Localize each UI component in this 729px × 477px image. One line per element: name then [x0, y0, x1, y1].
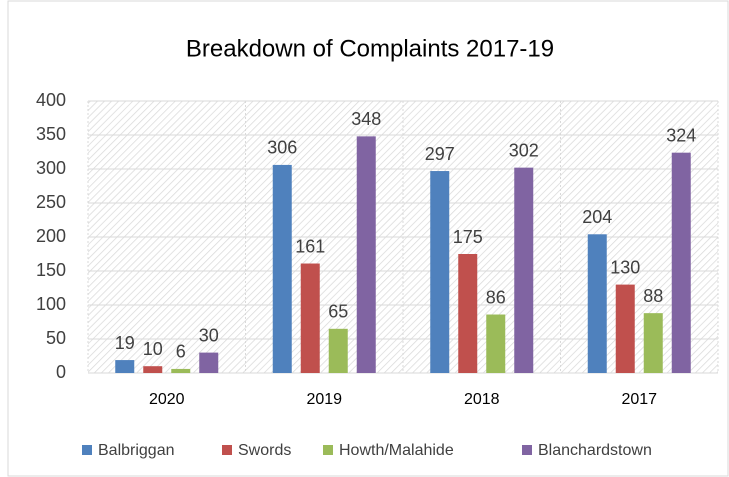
chart-border [7, 0, 729, 477]
bar [486, 314, 506, 373]
bar [587, 234, 607, 373]
legend-label: Balbriggan [98, 442, 175, 459]
legend-swatch [323, 445, 333, 455]
y-tick-label: 350 [36, 124, 66, 144]
data-label: 65 [328, 302, 348, 322]
data-label: 19 [115, 333, 135, 353]
legend-swatch [522, 445, 532, 455]
data-label: 302 [509, 140, 539, 160]
bar [143, 366, 163, 373]
y-tick-label: 250 [36, 192, 66, 212]
data-label: 297 [425, 144, 455, 164]
bar [458, 254, 478, 373]
bar [615, 284, 635, 373]
data-label: 324 [666, 125, 696, 145]
bar [272, 164, 292, 373]
legend-label: Howth/Malahide [339, 442, 454, 459]
data-label: 306 [267, 138, 297, 158]
bar [300, 263, 320, 373]
x-tick-label: 2018 [464, 391, 500, 408]
bar [514, 167, 534, 373]
data-label: 130 [610, 257, 640, 277]
bar [643, 313, 663, 373]
x-tick-label: 2019 [306, 391, 342, 408]
bar [356, 136, 376, 373]
bar [671, 152, 691, 373]
data-label: 6 [176, 342, 186, 362]
y-tick-label: 400 [36, 90, 66, 110]
legend-swatch [82, 445, 92, 455]
bar [171, 368, 191, 373]
x-tick-label: 2020 [149, 391, 185, 408]
data-label: 30 [199, 325, 219, 345]
data-label: 86 [486, 287, 506, 307]
legend-label: Blanchardstown [538, 442, 652, 459]
bar [328, 328, 348, 373]
data-label: 10 [143, 339, 163, 359]
x-tick-label: 2017 [621, 391, 657, 408]
bar [199, 352, 219, 373]
bar [115, 360, 135, 373]
data-label: 175 [453, 227, 483, 247]
data-label: 348 [351, 109, 381, 129]
legend-label: Swords [238, 442, 291, 459]
data-label: 88 [643, 286, 663, 306]
legend-swatch [222, 445, 232, 455]
y-tick-label: 300 [36, 158, 66, 178]
y-tick-label: 200 [36, 226, 66, 246]
y-tick-label: 50 [46, 328, 66, 348]
data-label: 161 [295, 236, 325, 256]
data-label: 204 [582, 207, 612, 227]
chart-title: Breakdown of Complaints 2017-19 [186, 35, 554, 62]
y-tick-label: 100 [36, 294, 66, 314]
y-tick-label: 150 [36, 260, 66, 280]
y-tick-label: 0 [56, 362, 66, 382]
bar [430, 171, 450, 373]
